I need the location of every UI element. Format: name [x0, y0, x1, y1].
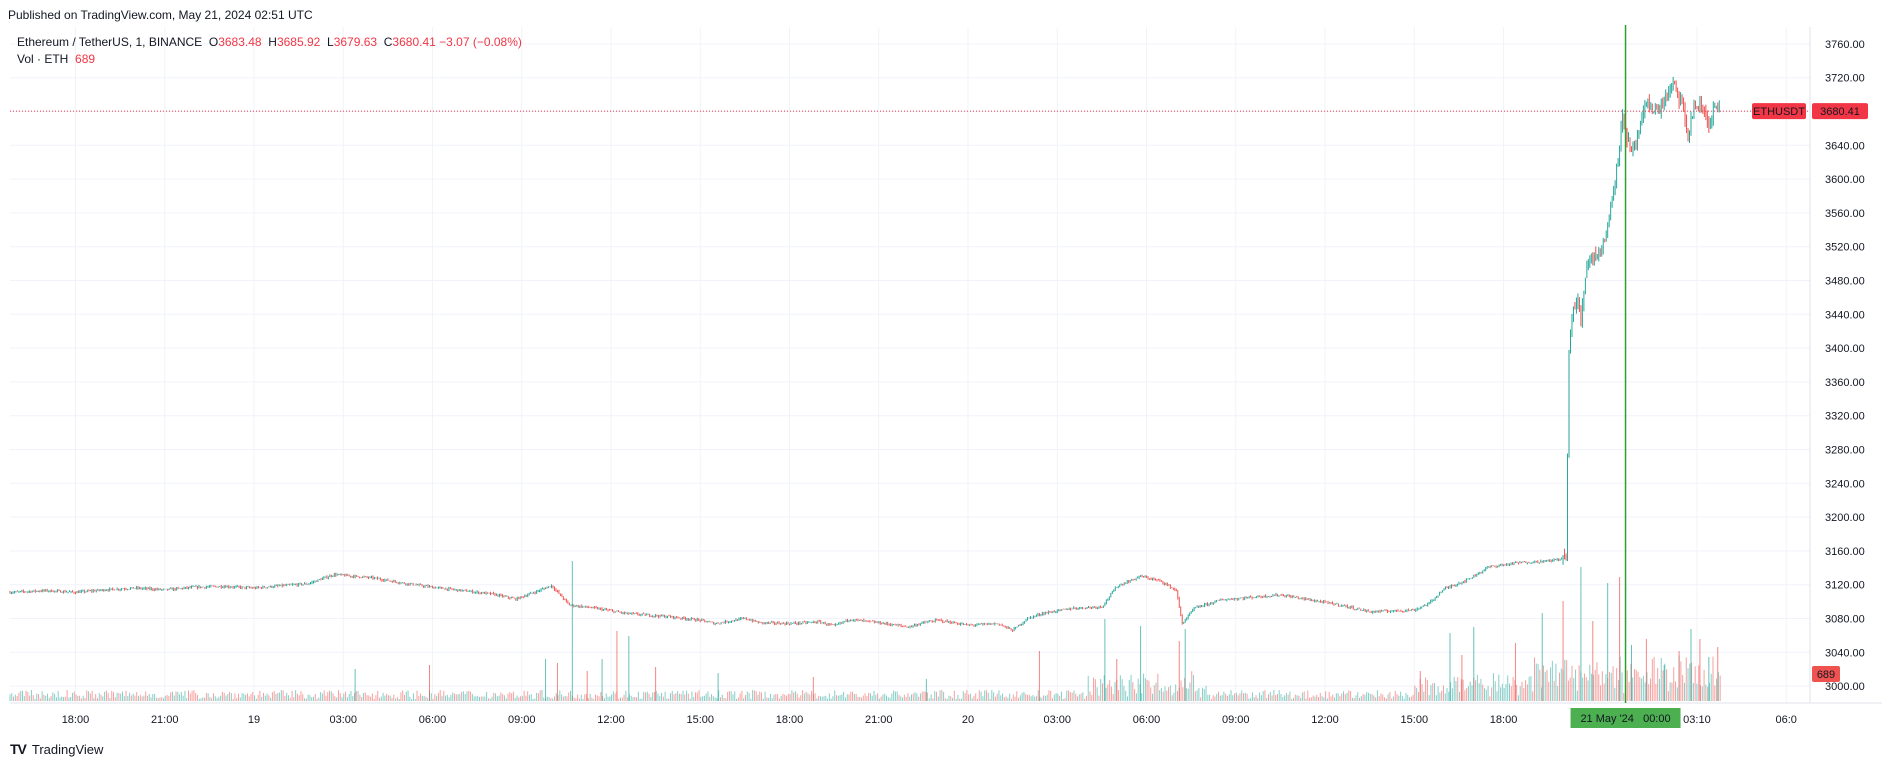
- low-value: 3679.63: [333, 35, 378, 49]
- symbol-tag-bg: [1752, 103, 1806, 120]
- volume-tag-label: 689: [1817, 669, 1835, 681]
- price-tick-label: 3160.00: [1825, 546, 1865, 558]
- candlestick-series: [9, 76, 1720, 632]
- price-tick-label: 3400.00: [1825, 343, 1865, 355]
- price-tick-label: 3120.00: [1825, 580, 1865, 592]
- price-tick-label: 3240.00: [1825, 478, 1865, 490]
- brand-name[interactable]: TradingView: [31, 741, 104, 757]
- time-tick-label: 03:10: [1683, 714, 1711, 726]
- low-label: L: [327, 35, 334, 49]
- time-tick-label: 20: [962, 714, 974, 726]
- time-tick-label: 03:00: [329, 714, 357, 726]
- price-tick-label: 3520.00: [1825, 242, 1865, 254]
- time-tick-label: 18:00: [62, 714, 90, 726]
- price-tag-label: 3680.41: [1820, 106, 1860, 118]
- time-tick-label: 12:00: [597, 714, 625, 726]
- time-tick-label: 15:00: [686, 714, 714, 726]
- volume-bars: [9, 561, 1721, 701]
- close-label: C: [383, 35, 393, 49]
- time-tick-label: 06:00: [1133, 714, 1161, 726]
- volume-row: Vol · ETH 689: [17, 51, 522, 68]
- open-value: 3683.48: [218, 35, 262, 49]
- last-price-tag: ETHUSDT 3680.41: [1752, 103, 1868, 120]
- volume-value: 689: [75, 52, 96, 66]
- price-tag-bg: [1812, 103, 1868, 120]
- time-tick-label: 21:00: [151, 714, 179, 726]
- time-tick-label: 09:00: [508, 714, 536, 726]
- price-tick-label: 3080.00: [1825, 614, 1865, 626]
- volume-label[interactable]: Vol · ETH: [17, 52, 69, 66]
- symbol-title[interactable]: Ethereum / TetherUS, 1, BINANCE: [17, 35, 203, 49]
- close-value: 3680.41: [392, 35, 436, 49]
- volume-tag-bg: [1812, 666, 1840, 682]
- grid: [10, 27, 1810, 703]
- time-tick-label: 18:00: [776, 714, 804, 726]
- price-tick-label: 3560.00: [1825, 208, 1865, 220]
- symbol-tag-label: ETHUSDT: [1753, 106, 1805, 118]
- open-label: O: [208, 35, 219, 49]
- price-tick-label: 3280.00: [1825, 445, 1865, 457]
- time-tick-label: 12:00: [1311, 714, 1339, 726]
- price-tick-label: 3200.00: [1825, 512, 1865, 524]
- time-tick-label: 21:00: [865, 714, 893, 726]
- price-tick-label: 3040.00: [1825, 647, 1865, 659]
- crosshair-time-tag-bg: [1570, 708, 1681, 728]
- chart-legend: Ethereum / TetherUS, 1, BINANCE O3683.48…: [17, 34, 522, 68]
- price-tick-label: 3360.00: [1825, 377, 1865, 389]
- time-tick-label: 15:00: [1401, 714, 1429, 726]
- time-axis[interactable]: 18:00 21:00 19 03:00 06:00 09:00 12:00 15:00 18:…: [62, 714, 1797, 726]
- volume-tag: 689: [1812, 666, 1840, 682]
- crosshair-time-tag: 21 May '24 00:00: [1570, 708, 1681, 728]
- time-tick-label: 19: [248, 714, 260, 726]
- crosshair-time-label: 21 May '24 00:00: [1580, 713, 1670, 725]
- high-label: H: [268, 35, 277, 49]
- time-tick-label: 06:00: [419, 714, 447, 726]
- published-caption: Published on TradingView.com, May 21, 20…: [8, 8, 313, 22]
- price-tick-label: 3480.00: [1825, 276, 1865, 288]
- price-tick-label: 3000.00: [1825, 681, 1865, 693]
- ohlc-row: Ethereum / TetherUS, 1, BINANCE O3683.48…: [17, 34, 522, 51]
- price-axis[interactable]: 3000.00 3040.00 3080.00 3120.00 3160.00 3200.…: [1825, 39, 1865, 693]
- price-tick-label: 3320.00: [1825, 411, 1865, 423]
- tradingview-logo-icon[interactable]: TV: [10, 741, 27, 757]
- time-tick-label: 03:00: [1044, 714, 1072, 726]
- price-tick-label: 3760.00: [1825, 39, 1865, 51]
- price-tick-label: 3600.00: [1825, 174, 1865, 186]
- time-tick-label: 09:00: [1222, 714, 1250, 726]
- price-tick-label: 3640.00: [1825, 140, 1865, 152]
- price-tick-label: 3720.00: [1825, 73, 1865, 85]
- time-tick-label: 06:0: [1775, 714, 1796, 726]
- change-value: −3.07 (−0.08%): [439, 35, 522, 49]
- footer: TV TradingView: [10, 741, 103, 757]
- time-tick-label: 18:00: [1490, 714, 1518, 726]
- price-tick-label: 3440.00: [1825, 309, 1865, 321]
- high-value: 3685.92: [276, 35, 321, 49]
